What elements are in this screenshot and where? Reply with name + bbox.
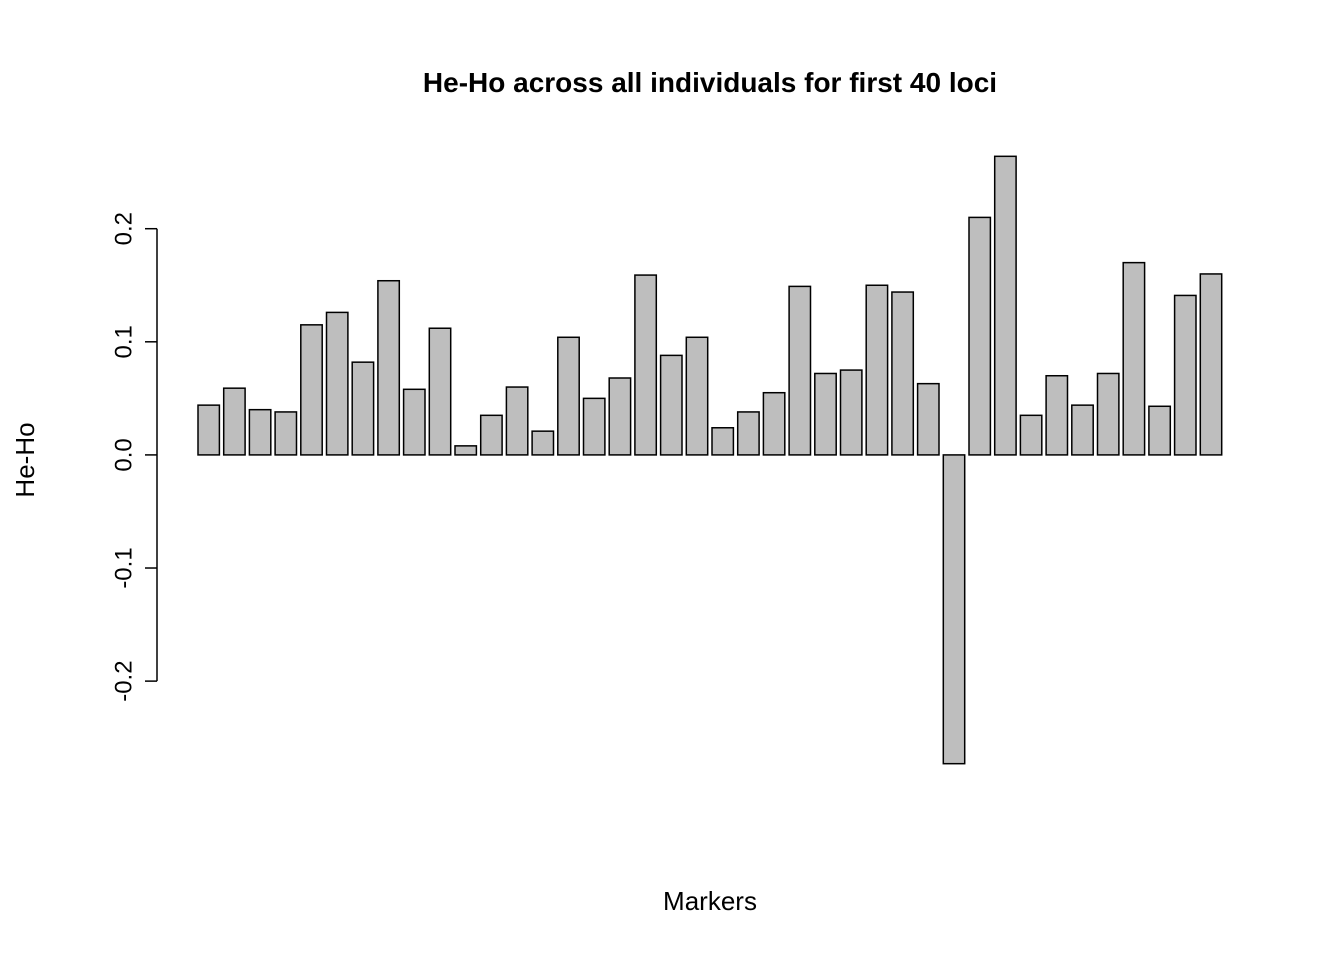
bar [197,404,221,456]
bar [711,427,735,456]
bar [968,216,992,456]
bar [531,430,555,456]
chart-title: He-Ho across all individuals for first 4… [423,67,997,98]
bar [557,336,580,456]
bar [762,391,786,456]
bar [402,388,426,456]
y-tick-label: 0.0 [110,438,137,471]
bar [377,279,401,456]
y-tick-label: -0.1 [110,547,137,588]
bar [1045,374,1069,456]
bar [300,324,323,456]
bar [248,408,272,456]
bar [1173,294,1197,456]
bar [916,382,940,456]
bar [659,354,683,456]
bar [942,454,966,765]
y-axis-label: He-Ho [10,422,40,497]
bar [1148,405,1172,456]
bar [608,377,632,456]
bar [582,397,606,456]
x-axis-label: Markers [663,886,757,916]
bar [454,445,478,456]
bar [685,336,709,456]
bar [1096,372,1120,456]
bar [839,369,863,456]
bar [222,387,246,456]
bar [479,414,503,456]
bar [814,372,837,456]
bar [325,311,349,456]
y-tick-label: -0.2 [110,660,137,701]
bar [865,284,889,456]
bar [351,361,375,456]
bar [634,274,658,456]
y-tick-label: 0.2 [110,212,137,245]
bar [505,386,529,456]
bar [788,285,812,456]
y-tick-label: 0.1 [110,325,137,358]
bar [274,411,298,456]
bar [1019,414,1043,456]
bar [1071,404,1094,456]
bar [1122,261,1146,456]
bar [736,411,760,456]
bar [1199,273,1223,456]
bar [993,155,1017,456]
bar [428,327,452,456]
bar [891,291,915,456]
